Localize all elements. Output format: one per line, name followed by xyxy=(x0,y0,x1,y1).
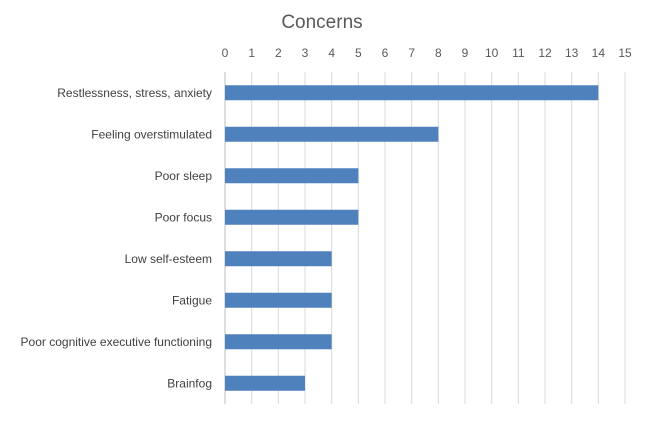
x-tick-label: 2 xyxy=(275,46,282,60)
gridlines xyxy=(224,72,626,404)
x-tick-label: 3 xyxy=(302,46,309,60)
bar xyxy=(225,209,359,225)
category-label: Fatigue xyxy=(172,293,212,307)
x-axis-ticks: 0 1 2 3 4 5 6 7 8 9 10 11 12 13 14 15 xyxy=(222,46,632,60)
y-axis-categories: Restlessness, stress, anxiety Feeling ove… xyxy=(21,86,213,391)
bar xyxy=(225,334,332,350)
category-label: Low self-esteem xyxy=(125,252,212,266)
x-tick-label: 1 xyxy=(248,46,255,60)
category-label: Poor cognitive executive functioning xyxy=(21,335,212,349)
category-label: Restlessness, stress, anxiety xyxy=(57,86,212,100)
bar xyxy=(225,292,332,308)
bar xyxy=(225,85,599,101)
x-tick-label: 4 xyxy=(328,46,335,60)
x-tick-label: 12 xyxy=(538,46,552,60)
category-label: Feeling overstimulated xyxy=(91,127,212,141)
x-tick-label: 13 xyxy=(565,46,579,60)
bars xyxy=(225,85,599,391)
bar xyxy=(225,251,332,267)
category-label: Poor sleep xyxy=(155,169,213,183)
category-label: Poor focus xyxy=(155,210,212,224)
x-tick-label: 15 xyxy=(618,46,632,60)
x-tick-label: 9 xyxy=(462,46,469,60)
x-tick-label: 7 xyxy=(408,46,415,60)
x-tick-label: 6 xyxy=(382,46,389,60)
x-tick-label: 8 xyxy=(435,46,442,60)
chart-title: Concerns xyxy=(281,12,362,33)
bar xyxy=(225,126,439,142)
x-tick-label: 5 xyxy=(355,46,362,60)
bar xyxy=(225,168,359,184)
x-tick-label: 0 xyxy=(222,46,229,60)
x-tick-label: 10 xyxy=(485,46,499,60)
x-tick-label: 14 xyxy=(592,46,606,60)
bar xyxy=(225,375,305,391)
category-label: Brainfog xyxy=(167,376,212,390)
x-tick-label: 11 xyxy=(512,46,525,60)
